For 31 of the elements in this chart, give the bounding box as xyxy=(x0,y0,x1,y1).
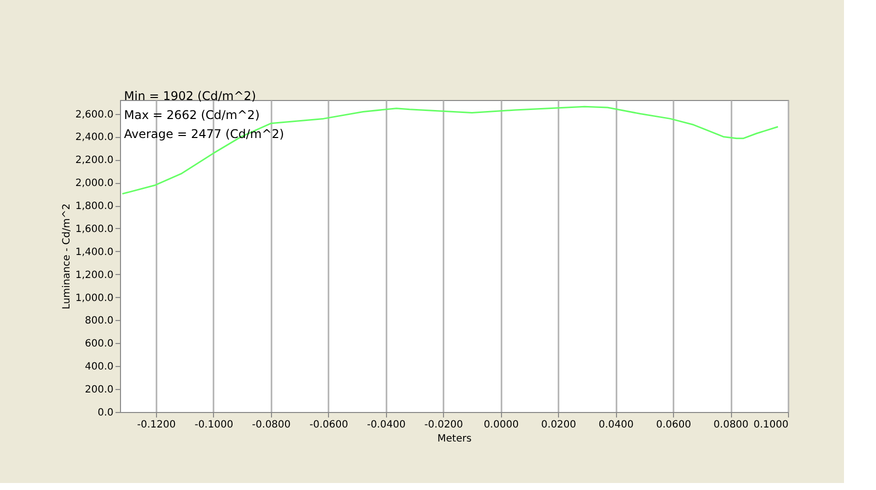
line-series xyxy=(122,106,779,195)
y-tick-label: 2,000.0 xyxy=(75,178,114,190)
y-tick-label: 2,600.0 xyxy=(75,109,114,120)
x-tick-label: 0.0800 xyxy=(714,420,749,430)
y-tick-label: 1,800.0 xyxy=(75,201,114,212)
x-tick-label: -0.0200 xyxy=(424,420,464,430)
y-tick-label: 0.0 xyxy=(98,408,114,418)
annotation: Min = 1902 (Cd/m^2) xyxy=(124,89,256,103)
y-axis-title: Luminance - Cd/m^2 xyxy=(61,204,72,310)
y-tick-label: 2,400.0 xyxy=(75,132,114,144)
x-tick-label: 0.0400 xyxy=(598,420,634,430)
x-axis-title: Meters xyxy=(437,434,472,444)
y-tick-label: 200.0 xyxy=(84,384,114,396)
y-tick-label: 400.0 xyxy=(84,362,114,373)
y-tick-label: 2,200.0 xyxy=(75,155,114,166)
y-tick-label: 1,200.0 xyxy=(75,270,114,281)
y-tick-label: 1,600.0 xyxy=(75,224,114,235)
x-tick-label: 0.1000 xyxy=(754,420,788,430)
x-tick-label: -0.0400 xyxy=(366,420,406,430)
x-tick-label: 0.0000 xyxy=(484,420,519,430)
x-tick-label: -0.0800 xyxy=(252,420,291,430)
x-tick-label: -0.1000 xyxy=(194,420,234,430)
x-tick-label: -0.0600 xyxy=(309,420,348,430)
y-tick-label: 800.0 xyxy=(84,316,114,327)
y-tick-label: 1,000.0 xyxy=(75,292,114,304)
y-tick-label: 1,400.0 xyxy=(75,246,114,258)
x-tick-label: 0.0600 xyxy=(656,420,692,430)
y-tick-label: 600.0 xyxy=(84,338,114,350)
annotation: Max = 2662 (Cd/m^2) xyxy=(124,108,260,122)
x-tick-label: -0.1200 xyxy=(137,420,176,430)
x-tick-label: 0.0200 xyxy=(541,420,576,430)
